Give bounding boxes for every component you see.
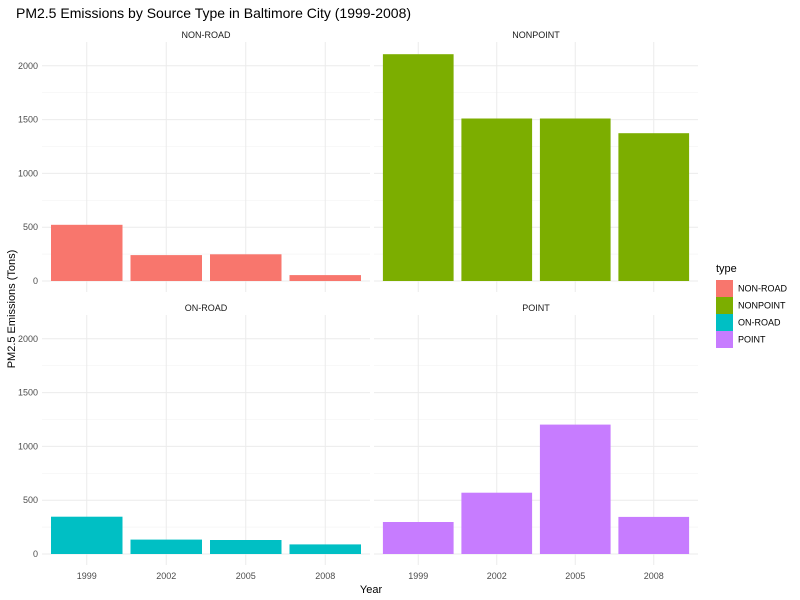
legend-key-point [716, 331, 733, 348]
bar-on-road-1999 [51, 516, 123, 554]
legend: type NON-ROAD NONPOINT ON-ROAD POINT [716, 263, 787, 348]
facet-strip-label: POINT [522, 303, 550, 313]
legend-key-on-road [716, 314, 733, 331]
facet-strip-label: NON-ROAD [182, 30, 231, 40]
y-tick-label: 500 [23, 222, 38, 232]
legend-label: NON-ROAD [738, 284, 787, 294]
x-tick-label: 2005 [236, 571, 256, 581]
y-tick-label: 1000 [18, 168, 38, 178]
chart-title: PM2.5 Emissions by Source Type in Baltim… [16, 5, 411, 21]
bar-nonpoint-2008 [618, 133, 690, 281]
bar-nonpoint-2002 [461, 118, 533, 281]
x-axis-title: Year [360, 584, 383, 596]
bar-nonpoint-2005 [539, 118, 611, 281]
facet-strip-label: ON-ROAD [185, 303, 228, 313]
x-tick-label: 2002 [487, 571, 507, 581]
bar-non-road-2005 [210, 254, 282, 281]
y-tick-label: 2000 [18, 334, 38, 344]
y-tick-label: 0 [33, 549, 38, 559]
x-tick-label: 2008 [644, 571, 664, 581]
bar-point-2005 [539, 424, 611, 554]
bar-non-road-2008 [289, 275, 361, 281]
facet-non-road: NON-ROAD 0 500 1000 1500 2000 [18, 30, 370, 292]
legend-key-non-road [716, 280, 733, 297]
y-axis-title: PM2.5 Emissions (Tons) [6, 250, 18, 369]
bar-on-road-2002 [130, 539, 202, 554]
facet-strip-label: NONPOINT [512, 30, 560, 40]
x-tick-label: 1999 [408, 571, 428, 581]
legend-title: type [716, 263, 737, 275]
legend-label: POINT [738, 335, 766, 345]
x-tick-label: 2008 [315, 571, 335, 581]
facet-point: POINT 1999 2002 2005 2008 [374, 303, 698, 581]
x-tick-label: 2005 [565, 571, 585, 581]
legend-label: ON-ROAD [738, 318, 781, 328]
y-tick-label: 0 [33, 276, 38, 286]
bar-on-road-2005 [210, 540, 282, 554]
facet-nonpoint: NONPOINT [374, 30, 698, 292]
bar-point-2008 [618, 516, 690, 554]
y-tick-label: 2000 [18, 61, 38, 71]
facet-on-road: ON-ROAD 0 500 1000 1500 2000 1999 2002 2005 2008 [18, 303, 370, 581]
bar-point-2002 [461, 492, 533, 554]
facets-layer: NON-ROAD 0 500 1000 1500 2000 NONPOINT ON-ROAD 0… [18, 30, 698, 581]
bar-non-road-1999 [51, 224, 123, 281]
y-tick-label: 1000 [18, 441, 38, 451]
x-tick-label: 1999 [77, 571, 97, 581]
legend-label: NONPOINT [738, 301, 786, 311]
y-tick-label: 1500 [18, 115, 38, 125]
y-tick-label: 1500 [18, 388, 38, 398]
bar-non-road-2002 [130, 255, 202, 281]
x-tick-label: 2002 [156, 571, 176, 581]
bar-point-1999 [382, 522, 454, 554]
y-tick-label: 500 [23, 495, 38, 505]
legend-key-nonpoint [716, 297, 733, 314]
bar-on-road-2008 [289, 544, 361, 554]
bar-nonpoint-1999 [382, 54, 454, 282]
